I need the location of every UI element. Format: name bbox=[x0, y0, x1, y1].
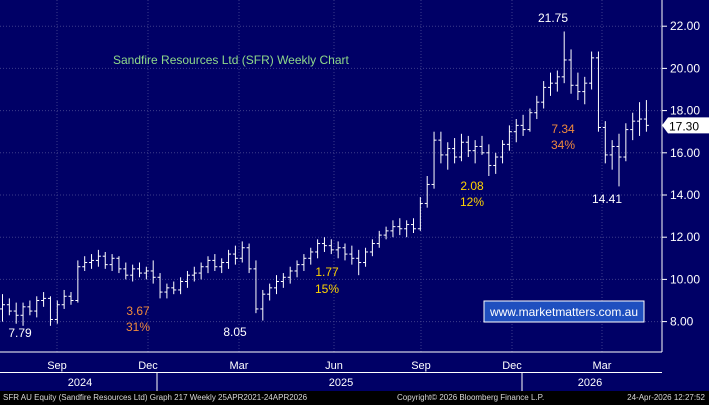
footer-security: SFR AU Equity (Sandfire Resources Ltd) G… bbox=[3, 393, 308, 402]
y-tick-label: 12.00 bbox=[670, 230, 700, 244]
chart-title: Sandfire Resources Ltd (SFR) Weekly Char… bbox=[113, 53, 350, 67]
x-month-label: Mar bbox=[593, 360, 612, 372]
annotation-label: 7.34 bbox=[551, 122, 575, 136]
y-tick-label: 18.00 bbox=[670, 104, 700, 118]
annotation-label: 31% bbox=[126, 320, 150, 334]
watermark-box bbox=[483, 300, 645, 323]
annotation-label: 14.41 bbox=[592, 192, 622, 206]
last-price-label: 17.30 bbox=[669, 119, 699, 133]
annotation-label: 3.67 bbox=[126, 304, 150, 318]
y-tick-label: 20.00 bbox=[670, 61, 700, 75]
watermark-text: www.marketmatters.com.au bbox=[489, 305, 638, 319]
watermark: www.marketmatters.com.au bbox=[483, 300, 645, 323]
footer-copyright: Copyright© 2026 Bloomberg Finance L.P. bbox=[397, 393, 545, 402]
annotation-label: 7.79 bbox=[8, 326, 32, 340]
y-tick-label: 22.00 bbox=[670, 19, 700, 33]
annotation-label: 34% bbox=[551, 138, 575, 152]
y-tick-label: 14.00 bbox=[670, 188, 700, 202]
labels: Sandfire Resources Ltd (SFR) Weekly Char… bbox=[8, 11, 645, 340]
y-tick-label: 10.00 bbox=[670, 272, 700, 286]
x-month-label: Sep bbox=[411, 360, 431, 372]
x-month-label: Jun bbox=[325, 360, 343, 372]
x-month-label: Dec bbox=[502, 360, 522, 372]
x-month-label: Sep bbox=[47, 360, 67, 372]
annotation-label: 1.77 bbox=[315, 265, 339, 279]
footer-bar: SFR AU Equity (Sandfire Resources Ltd) G… bbox=[0, 391, 709, 405]
annotation-label: 21.75 bbox=[538, 11, 568, 25]
y-tick-label: 16.00 bbox=[670, 146, 700, 160]
x-year-label: 2024 bbox=[68, 377, 92, 389]
price-chart: 22.00 20.00 18.00 16.00 14.00 12.00 10.00 8.00 S… bbox=[0, 0, 709, 391]
grid-lines bbox=[0, 0, 662, 352]
x-year-label: 2026 bbox=[578, 377, 602, 389]
x-year-label: 2025 bbox=[329, 377, 353, 389]
ohlc-bars bbox=[0, 31, 649, 326]
x-month-label: Dec bbox=[138, 360, 158, 372]
axes: 22.00 20.00 18.00 16.00 14.00 12.00 10.00 8.00 S… bbox=[0, 0, 709, 391]
annotation-label: 8.05 bbox=[223, 325, 247, 339]
y-tick-label: 8.00 bbox=[670, 315, 694, 329]
annotation-label: 12% bbox=[460, 195, 484, 209]
annotation-label: 2.08 bbox=[460, 179, 484, 193]
footer-timestamp: 24-Apr-2026 12:27:52 bbox=[627, 393, 705, 402]
annotation-label: 15% bbox=[315, 282, 339, 296]
last-price-tag bbox=[662, 117, 709, 134]
x-month-label: Mar bbox=[230, 360, 249, 372]
